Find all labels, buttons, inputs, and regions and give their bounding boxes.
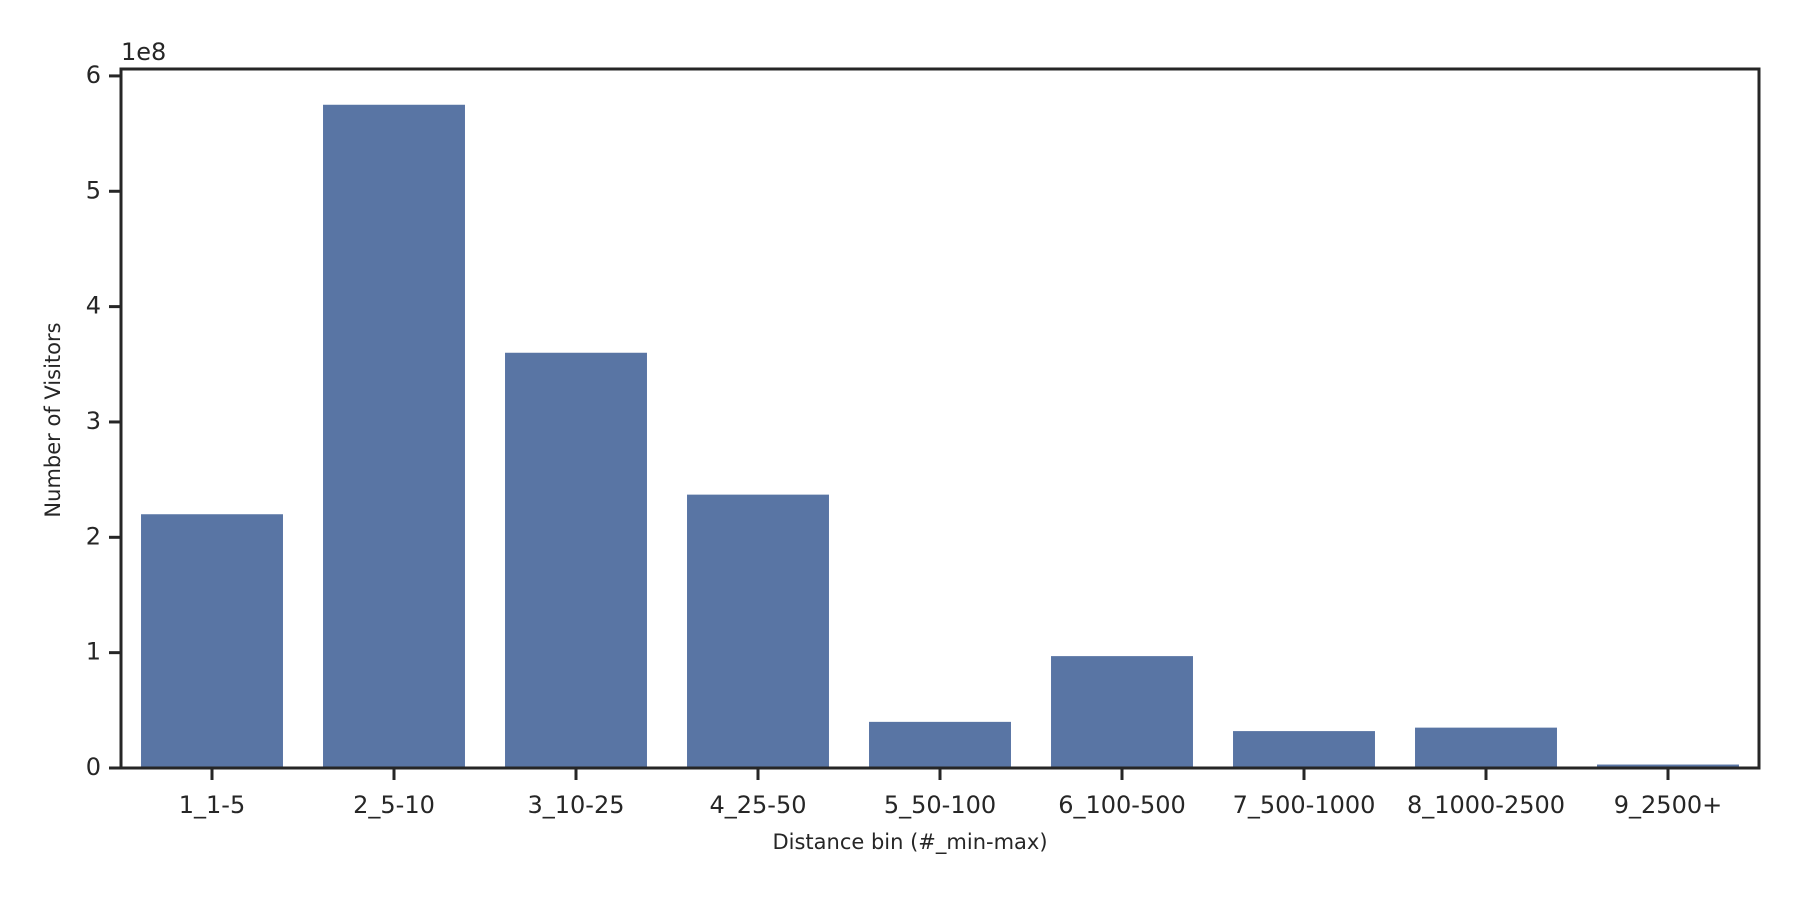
plot-frame: [119, 67, 1761, 770]
y-tick-label: 0: [86, 753, 101, 781]
bar: [505, 352, 647, 768]
bar: [1415, 727, 1557, 768]
y-tick-label: 3: [86, 407, 101, 435]
x-tick-label: 1_1-5: [179, 791, 245, 819]
y-tick-label: 2: [86, 522, 101, 550]
bar: [687, 494, 829, 768]
x-tick-label: 2_5-10: [353, 791, 435, 819]
y-tick-label: 1: [86, 638, 101, 666]
bar: [141, 514, 283, 768]
x-tick-label: 8_1000-2500: [1407, 791, 1565, 819]
x-tick-label: 6_100-500: [1058, 791, 1186, 819]
x-tick-label: 7_500-1000: [1233, 791, 1376, 819]
x-tick-label: 3_10-25: [527, 791, 624, 819]
x-axis-label: Distance bin (#_min-max): [772, 830, 1047, 855]
bar: [1051, 656, 1193, 768]
bar: [1233, 731, 1375, 768]
x-tick-label: 9_2500+: [1614, 791, 1722, 819]
x-tick-label: 4_25-50: [709, 791, 806, 819]
bar: [323, 104, 465, 768]
y-offset-label: 1e8: [121, 38, 166, 66]
y-tick-label: 5: [86, 176, 101, 204]
bar: [869, 721, 1011, 768]
y-tick-label: 6: [86, 61, 101, 89]
bar: [1597, 764, 1739, 768]
y-axis-label: Number of Visitors: [41, 322, 65, 517]
y-tick-label: 4: [86, 292, 101, 320]
x-tick-label: 5_50-100: [884, 791, 996, 819]
